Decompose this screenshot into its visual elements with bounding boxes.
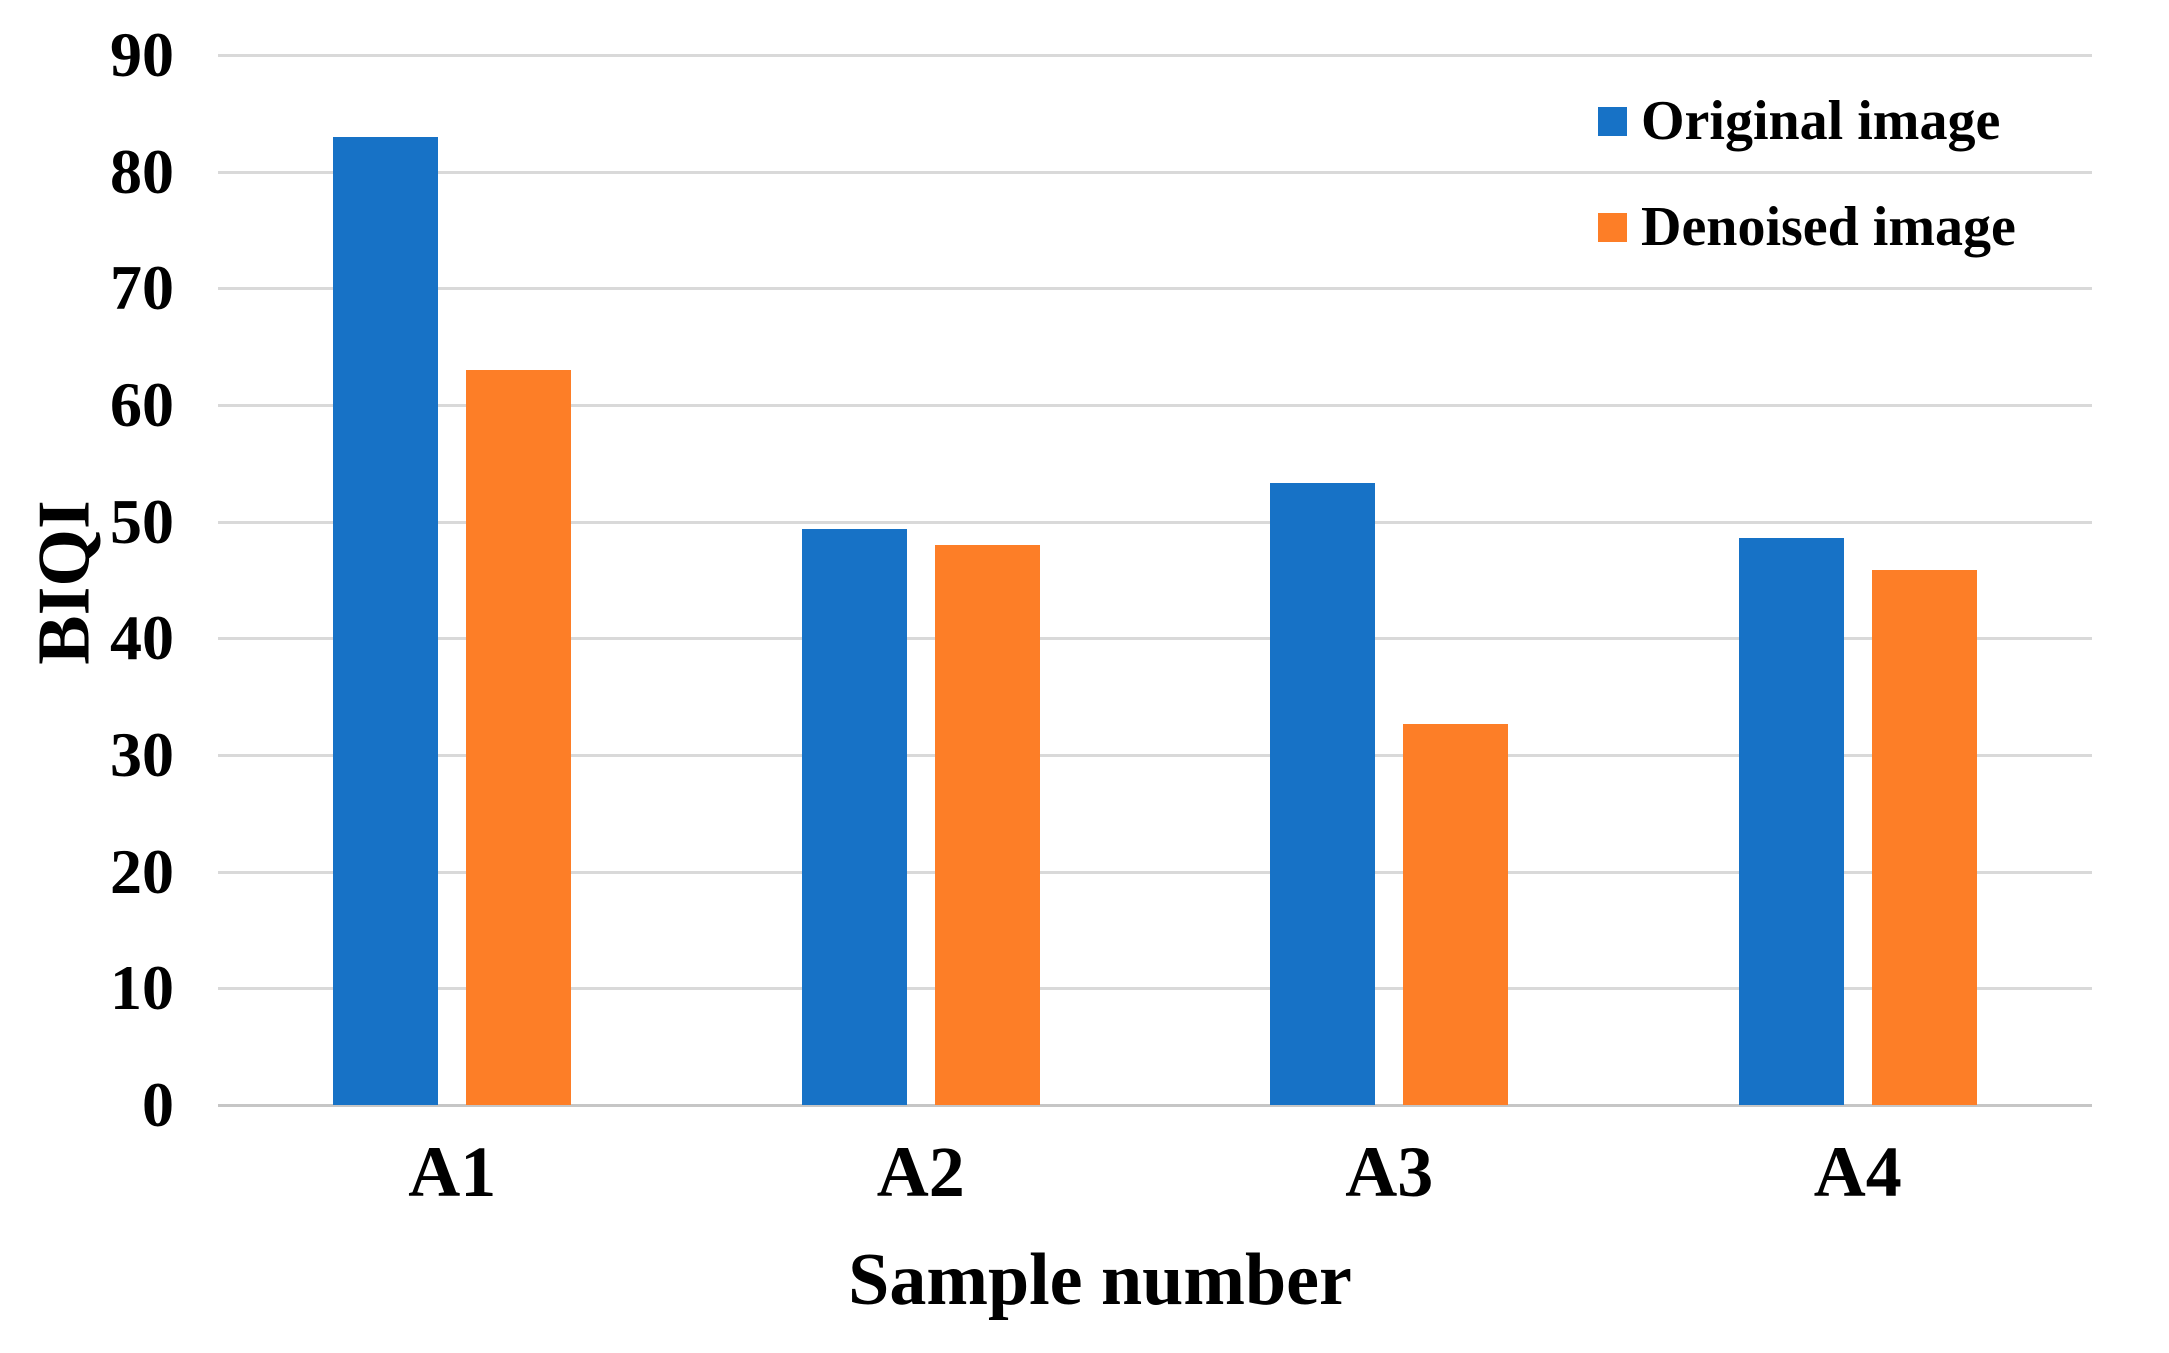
gridline-70 [218,287,2092,291]
y-tick-label-50: 50 [110,485,174,557]
gridline-50 [218,520,2092,524]
legend-item-denoised: Denoised image [1598,194,2016,260]
bar-denoised-image-a4 [1871,569,1977,1105]
y-tick-label-90: 90 [110,19,174,90]
legend-swatch-original [1598,106,1627,136]
y-tick-label-0: 0 [142,1069,174,1140]
gridline-80 [218,170,2092,174]
legend-item-original: Original image [1598,88,2016,154]
x-axis-line [218,1104,2092,1107]
y-tick-label-80: 80 [110,135,174,207]
bar-denoised-image-a1 [466,370,572,1105]
x-axis-title: Sample number [848,1239,1352,1321]
y-tick-label-70: 70 [110,252,174,324]
bar-denoised-image-a2 [934,545,1040,1105]
gridline-90 [218,54,2092,57]
x-category-label-a1: A1 [408,1132,497,1212]
bar-original-image-a4 [1738,538,1844,1105]
x-category-label-a4: A4 [1813,1132,1902,1212]
y-tick-label-30: 30 [110,719,174,790]
legend-swatch-denoised [1598,212,1627,242]
legend-label-original: Original image [1641,90,2001,152]
bar-original-image-a3 [1270,483,1376,1105]
gridline-30 [218,754,2092,757]
x-category-label-a2: A2 [876,1132,965,1212]
bar-denoised-image-a3 [1403,723,1509,1105]
plot-area [218,54,2092,1107]
legend-label-denoised: Denoised image [1641,196,2016,258]
legend: Original image Denoised image [1598,88,2016,300]
bar-original-image-a1 [333,136,439,1105]
y-tick-label-10: 10 [110,952,174,1024]
gridline-40 [218,637,2092,641]
gridline-20 [218,870,2092,874]
bar-original-image-a2 [801,528,907,1105]
x-category-label-a3: A3 [1345,1132,1434,1212]
gridline-60 [218,404,2092,407]
y-tick-label-40: 40 [110,602,174,674]
y-tick-label-20: 20 [110,835,174,907]
y-tick-label-60: 60 [110,369,174,440]
gridline-10 [218,987,2092,991]
